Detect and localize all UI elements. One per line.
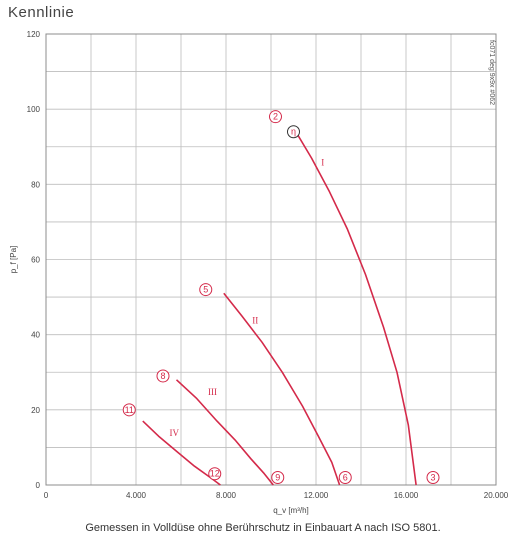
operating-point-marker xyxy=(287,125,300,139)
x-axis-label: q_v [m³/h] xyxy=(273,506,309,515)
operating-point-label: 3 xyxy=(430,472,435,482)
x-tick-label: 8.000 xyxy=(216,491,237,500)
x-tick-label: 12.000 xyxy=(304,491,329,500)
operating-point-marker xyxy=(426,470,440,484)
operating-point-marker xyxy=(199,283,213,297)
fan-characteristic-chart: 0 4.000 8.000 12.000 16.000 20.000 0 20 40 60 80 10… xyxy=(9,30,509,515)
operating-point-label: 5 xyxy=(203,285,208,295)
operating-point-marker xyxy=(208,467,222,481)
y-tick-label: 80 xyxy=(31,180,40,189)
y-tick-label: 0 xyxy=(36,481,41,490)
operating-point-label: 6 xyxy=(343,472,348,482)
plot-frame xyxy=(45,33,497,486)
operating-point-marker xyxy=(269,110,282,124)
operating-point-marker xyxy=(338,470,352,484)
operating-point-label: 8 xyxy=(160,371,165,381)
curve-label: IV xyxy=(170,428,180,438)
operating-point-label: 11 xyxy=(125,405,134,415)
y-tick-label: 120 xyxy=(27,30,41,39)
operating-point-marker xyxy=(156,369,170,383)
curve-ii xyxy=(223,292,341,486)
operating-point-marker xyxy=(271,470,285,484)
y-tick-label: 40 xyxy=(31,331,40,340)
y-tick-label: 100 xyxy=(27,105,41,114)
operating-point-label: η xyxy=(291,127,296,137)
chart-caption: Gemessen in Volldüse ohne Berührschutz i… xyxy=(85,522,441,534)
x-tick-label: 0 xyxy=(44,491,49,500)
operating-point-label: 2 xyxy=(273,112,278,122)
curve-iii xyxy=(175,379,274,486)
operating-point-label: 9 xyxy=(275,472,280,482)
chart-heading: Kennlinie xyxy=(8,4,75,21)
x-tick-label: 16.000 xyxy=(394,491,419,500)
curve-i xyxy=(295,131,417,486)
operating-point-label: 12 xyxy=(210,469,220,479)
x-tick-label: 4.000 xyxy=(126,491,147,500)
side-note: fc071 deg 9x9x #062 xyxy=(488,40,495,105)
y-axis-label: p_f [Pa] xyxy=(9,246,18,274)
x-tick-label: 20.000 xyxy=(484,491,509,500)
curve-label: II xyxy=(252,315,258,325)
curve-label: I xyxy=(321,158,324,168)
y-tick-label: 60 xyxy=(31,256,40,265)
curve-label: III xyxy=(208,387,217,397)
operating-point-marker xyxy=(122,403,136,417)
y-tick-label: 20 xyxy=(31,406,40,415)
